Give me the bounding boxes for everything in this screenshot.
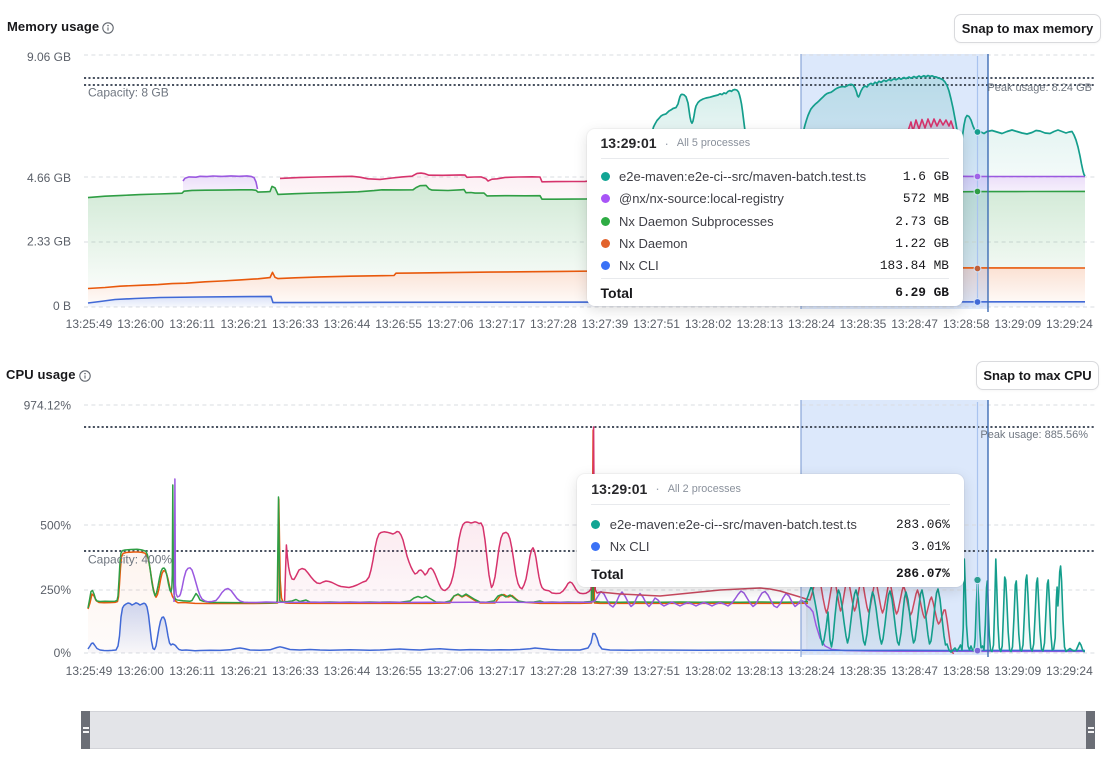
svg-text:13:29:09: 13:29:09 [994,317,1041,331]
svg-text:4.66 GB: 4.66 GB [27,171,71,185]
svg-text:13:27:06: 13:27:06 [427,317,474,331]
svg-text:13:26:00: 13:26:00 [117,317,164,331]
svg-text:13:27:51: 13:27:51 [633,317,680,331]
svg-text:13:29:24: 13:29:24 [1046,664,1093,678]
svg-text:13:27:17: 13:27:17 [478,317,525,331]
svg-text:13:26:55: 13:26:55 [375,317,422,331]
svg-text:13:26:33: 13:26:33 [272,317,319,331]
svg-text:13:27:28: 13:27:28 [530,664,577,678]
svg-text:13:27:17: 13:27:17 [478,664,525,678]
svg-text:Capacity: 8 GB: Capacity: 8 GB [88,86,169,100]
svg-text:2.33 GB: 2.33 GB [27,235,71,249]
svg-text:13:27:06: 13:27:06 [427,664,474,678]
svg-text:13:28:24: 13:28:24 [788,664,835,678]
svg-text:13:28:35: 13:28:35 [840,664,887,678]
svg-text:13:26:11: 13:26:11 [169,317,215,331]
svg-text:13:26:21: 13:26:21 [220,317,267,331]
svg-text:0%: 0% [54,646,72,660]
svg-text:500%: 500% [40,519,71,533]
svg-text:974.12%: 974.12% [24,399,72,413]
svg-text:13:28:13: 13:28:13 [736,317,783,331]
svg-text:13:26:44: 13:26:44 [324,664,371,678]
svg-text:13:28:58: 13:28:58 [943,664,990,678]
svg-text:13:28:35: 13:28:35 [840,317,887,331]
svg-text:13:26:11: 13:26:11 [169,664,215,678]
svg-text:Capacity: 400%: Capacity: 400% [88,553,172,567]
svg-text:13:25:49: 13:25:49 [66,317,113,331]
svg-text:13:28:02: 13:28:02 [685,664,732,678]
svg-text:13:29:09: 13:29:09 [994,664,1041,678]
svg-text:13:26:21: 13:26:21 [220,664,267,678]
svg-text:13:28:58: 13:28:58 [943,317,990,331]
svg-text:13:25:49: 13:25:49 [66,664,113,678]
svg-text:13:28:24: 13:28:24 [788,317,835,331]
svg-text:13:27:51: 13:27:51 [633,664,680,678]
svg-text:13:27:39: 13:27:39 [582,317,629,331]
svg-text:13:26:00: 13:26:00 [117,664,164,678]
svg-text:13:26:55: 13:26:55 [375,664,422,678]
svg-text:9.06 GB: 9.06 GB [27,50,71,64]
svg-text:13:28:47: 13:28:47 [891,664,938,678]
svg-text:13:28:47: 13:28:47 [891,317,938,331]
svg-text:13:28:13: 13:28:13 [736,664,783,678]
svg-text:Peak usage: 8.24 GB: Peak usage: 8.24 GB [987,82,1092,94]
svg-text:13:26:33: 13:26:33 [272,664,319,678]
svg-text:13:27:28: 13:27:28 [530,317,577,331]
svg-text:250%: 250% [40,583,71,597]
svg-text:13:26:44: 13:26:44 [324,317,371,331]
svg-text:Peak usage: 885.56%: Peak usage: 885.56% [980,429,1088,441]
svg-text:13:28:02: 13:28:02 [685,317,732,331]
svg-text:13:29:24: 13:29:24 [1046,317,1093,331]
svg-text:0 B: 0 B [53,299,71,313]
svg-text:13:27:39: 13:27:39 [582,664,629,678]
